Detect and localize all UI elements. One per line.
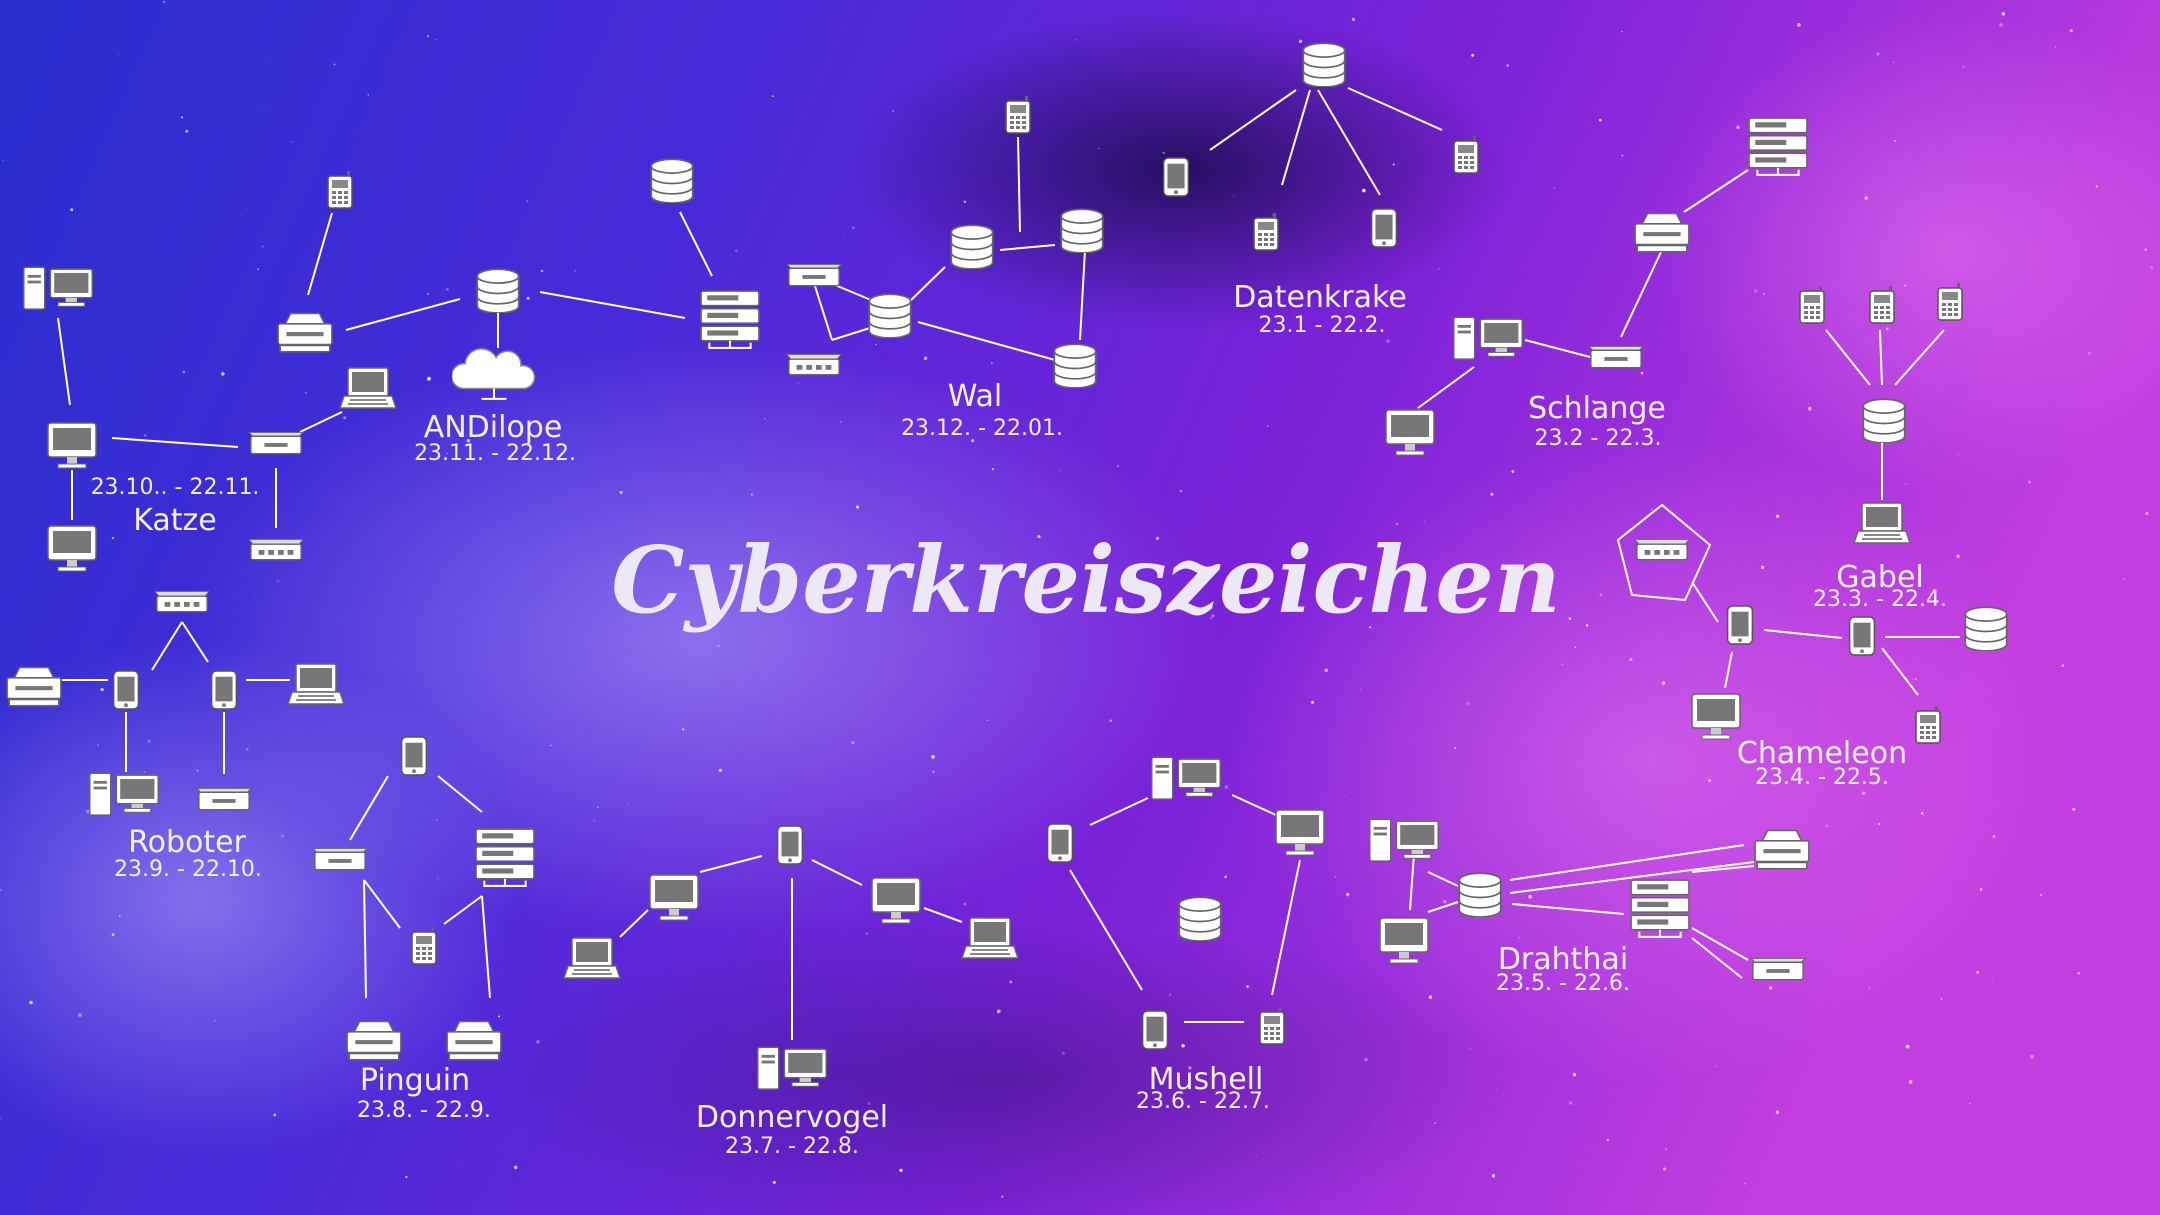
sign-date: 23.8. - 22.9.	[357, 1098, 491, 1123]
sign-name: Roboter	[128, 825, 246, 860]
desktop-pc-icon	[1369, 818, 1439, 862]
router-icon	[1634, 538, 1690, 561]
router-icon	[786, 263, 842, 287]
database-icon	[1060, 208, 1104, 253]
sign-name: Katze	[133, 503, 217, 538]
sign-date: 23.6. - 22.7.	[1136, 1089, 1270, 1114]
sign-name: Gabel	[1836, 560, 1923, 595]
sign-chameleon: Chameleon 23.4. - 22.5.	[1737, 736, 1907, 790]
router-icon	[312, 847, 368, 871]
connection-lines	[57, 87, 1960, 1040]
laptop-icon	[961, 917, 1019, 959]
database-icon	[1458, 872, 1502, 917]
database-icon	[868, 293, 912, 338]
laptop-icon	[1853, 502, 1911, 544]
mobile-phone-icon	[1799, 285, 1825, 324]
mobile-phone-icon	[411, 926, 437, 965]
smartphone-icon	[400, 736, 428, 776]
sign-date: 23.11. - 22.12.	[414, 441, 576, 466]
smartphone-icon	[210, 670, 238, 710]
mobile-phone-icon	[1915, 705, 1941, 744]
mobile-phone-icon	[1453, 135, 1479, 174]
router-icon	[786, 353, 842, 376]
mobile-phone-icon	[1869, 285, 1895, 324]
server-rack-icon	[475, 828, 535, 887]
sign-date: 23.2 - 22.3.	[1535, 426, 1662, 451]
sign-donnervogel: Donnervogel 23.7. - 22.8.	[696, 1100, 888, 1159]
sign-mushell: Mushell 23.6. - 22.7.	[1136, 1062, 1270, 1114]
desktop-pc-icon	[757, 1046, 827, 1090]
database-icon	[1302, 42, 1346, 87]
smartphone-icon	[776, 825, 804, 865]
laptop-icon	[287, 663, 345, 705]
sign-pinguin: Pinguin 23.8. - 22.9.	[357, 1063, 491, 1123]
database-icon	[950, 224, 994, 269]
desktop-pc-icon	[1151, 756, 1221, 800]
sign-name: Chameleon	[1737, 736, 1907, 771]
page-title: Cyberkreiszeichen	[611, 526, 1561, 634]
router-icon	[248, 431, 304, 455]
sign-andilope: ANDilope 23.11. - 22.12.	[414, 410, 576, 466]
sign-date: 23.10.. - 22.11.	[91, 475, 260, 500]
mobile-phone-icon	[327, 170, 353, 209]
router-icon	[1750, 957, 1806, 981]
smartphone-icon	[1848, 616, 1876, 656]
sign-name: Donnervogel	[696, 1100, 888, 1135]
smartphone-icon	[1370, 208, 1398, 248]
server-rack-icon	[1630, 879, 1690, 938]
sign-labels: 23.10.. - 22.11. Katze ANDilope 23.11. -…	[91, 280, 1947, 1159]
database-icon	[1862, 398, 1906, 443]
database-icon	[1178, 896, 1222, 941]
sign-wal: Wal 23.12. - 22.01.	[901, 379, 1063, 441]
sign-datenkrake: Datenkrake 23.1 - 22.2.	[1233, 280, 1407, 338]
database-icon	[1053, 343, 1097, 388]
desktop-pc-icon	[1453, 316, 1523, 360]
sign-name: ANDilope	[424, 410, 563, 445]
sign-schlange: Schlange 23.2 - 22.3.	[1528, 391, 1666, 451]
laptop-icon	[339, 367, 397, 409]
sign-name: Pinguin	[360, 1063, 470, 1098]
mobile-phone-icon	[1253, 212, 1279, 251]
database-icon	[476, 268, 520, 313]
server-rack-icon	[700, 290, 760, 349]
mobile-phone-icon	[1259, 1006, 1285, 1045]
sign-drahthai: Drahthai 23.5. - 22.6.	[1496, 942, 1630, 996]
smartphone-icon	[1162, 157, 1190, 197]
desktop-pc-icon	[23, 266, 93, 310]
router-icon	[1588, 345, 1644, 369]
sign-date: 23.7. - 22.8.	[725, 1134, 859, 1159]
sign-date: 23.1 - 22.2.	[1259, 313, 1386, 338]
database-icon	[650, 158, 694, 203]
smartphone-icon	[112, 670, 140, 710]
sign-date: 23.12. - 22.01.	[901, 416, 1063, 441]
sign-date: 23.5. - 22.6.	[1496, 971, 1630, 996]
smartphone-icon	[1141, 1010, 1169, 1050]
sign-name: Datenkrake	[1233, 280, 1407, 315]
router-icon	[248, 538, 304, 561]
sign-name: Drahthai	[1498, 942, 1628, 977]
sign-katze: 23.10.. - 22.11. Katze	[91, 475, 260, 538]
chameleon-pentagon-outline	[1616, 503, 1712, 602]
sign-name: Wal	[948, 379, 1002, 414]
smartphone-icon	[1726, 605, 1754, 645]
sign-date: 23.9. - 22.10.	[114, 857, 262, 882]
server-rack-icon	[1748, 117, 1808, 176]
database-icon	[1964, 606, 2008, 651]
router-icon	[196, 787, 252, 811]
smartphone-icon	[1046, 823, 1074, 863]
router-icon	[154, 590, 210, 613]
sign-date: 23.3. - 22.4.	[1813, 587, 1947, 612]
sign-name: Mushell	[1149, 1062, 1264, 1097]
sign-gabel: Gabel 23.3. - 22.4.	[1813, 560, 1947, 612]
sign-roboter: Roboter 23.9. - 22.10.	[114, 825, 262, 882]
mobile-phone-icon	[1937, 282, 1963, 321]
sign-name: Schlange	[1528, 391, 1666, 426]
sign-date: 23.4. - 22.5.	[1755, 765, 1889, 790]
laptop-icon	[563, 937, 621, 979]
mobile-phone-icon	[1005, 95, 1031, 134]
desktop-pc-icon	[89, 772, 159, 816]
